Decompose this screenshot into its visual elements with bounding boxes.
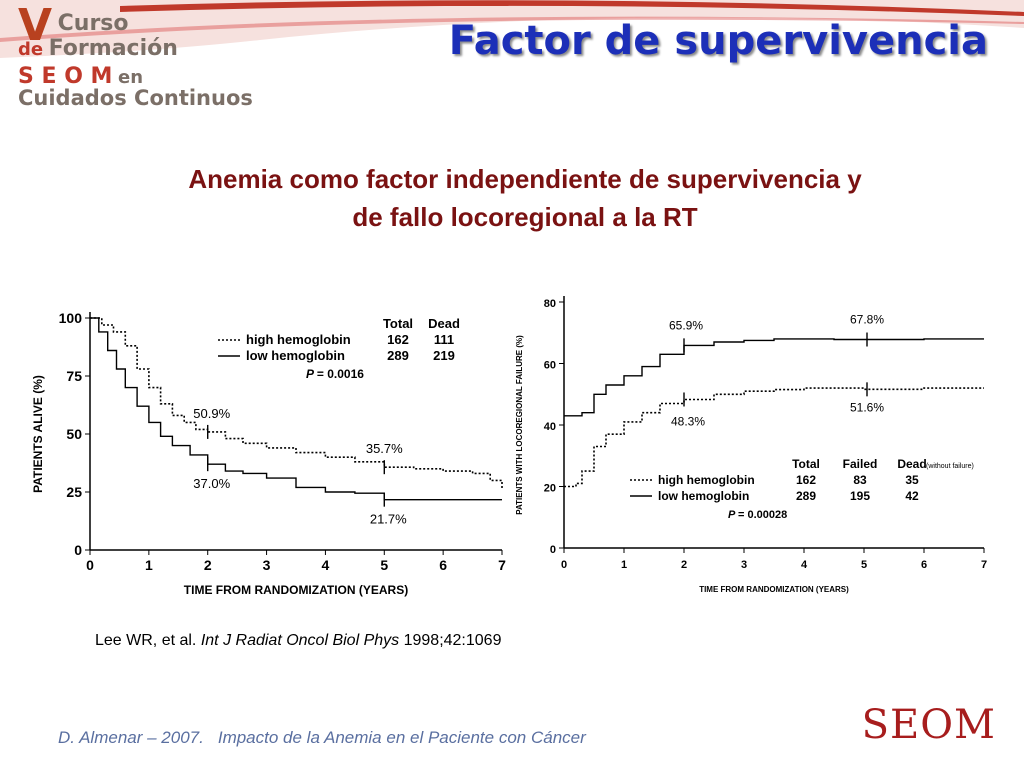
x-tick-label: 1 xyxy=(145,557,153,573)
x-tick-label: 5 xyxy=(861,559,867,571)
page-title: Factor de supervivencia xyxy=(448,18,988,64)
legend-header: Failed xyxy=(843,457,878,471)
x-tick-label: 2 xyxy=(681,559,687,571)
data-label: 67.8% xyxy=(850,313,884,327)
logo-word-en: en xyxy=(118,67,144,88)
subtitle-line-1: Anemia como factor independiente de supe… xyxy=(188,164,862,194)
footer-text: D. Almenar – 2007. Impacto de la Anemia e… xyxy=(58,728,586,748)
y-tick-label: 20 xyxy=(544,483,556,495)
header-banner xyxy=(0,0,1024,58)
legend-header: Total xyxy=(383,316,413,331)
logo-word-seom: S E O M xyxy=(18,64,113,89)
data-label: 37.0% xyxy=(193,476,230,491)
y-axis-label: PATIENTS WITH LOCOREGIONAL FAILURE (%) xyxy=(515,335,524,515)
data-label: 51.6% xyxy=(850,400,884,414)
citation-author: Lee WR, et al. xyxy=(95,632,197,649)
legend-header: Dead xyxy=(897,457,926,471)
banner-stripe-2 xyxy=(0,16,1024,42)
y-tick-label: 0 xyxy=(550,544,556,556)
y-tick-label: 80 xyxy=(544,298,556,310)
legend-header: Dead xyxy=(428,316,460,331)
banner-swoosh xyxy=(0,0,1024,58)
legend-value: 111 xyxy=(434,332,454,347)
legend-value: 289 xyxy=(387,348,409,363)
data-label: 50.9% xyxy=(193,406,230,421)
legend-label: high hemoglobin xyxy=(658,473,755,487)
legend-value: 162 xyxy=(796,473,816,487)
series-line-high-hemoglobin xyxy=(564,387,984,488)
p-value: P = 0.0016 xyxy=(306,367,364,381)
p-value: P = 0.00028 xyxy=(728,509,787,521)
legend-value: 219 xyxy=(433,348,455,363)
legend-value: 289 xyxy=(796,489,816,503)
logo-word-formacion: Formación xyxy=(48,36,178,61)
slide-subtitle: Anemia como factor independiente de supe… xyxy=(60,160,990,236)
x-axis-label: TIME FROM RANDOMIZATION (YEARS) xyxy=(699,585,849,594)
locoregional-failure-chart: 0 1 2 3 4 5 6 7 0 20 40 60 80 TIME FROM RANDOMIZATION… xyxy=(515,296,987,594)
x-tick-label: 3 xyxy=(263,557,271,573)
x-tick-label: 1 xyxy=(621,559,627,571)
seom-logo: SEOM xyxy=(861,702,996,748)
legend-value: 83 xyxy=(853,473,867,487)
legend-label: low hemoglobin xyxy=(246,348,345,363)
x-tick-label: 7 xyxy=(981,559,987,571)
logo-word-cuidados: Cuidados Continuos xyxy=(18,86,253,110)
x-tick-label: 6 xyxy=(921,559,927,571)
x-tick-label: 4 xyxy=(801,559,808,571)
y-tick-label: 75 xyxy=(66,368,82,384)
y-tick-label: 40 xyxy=(544,421,556,433)
x-tick-label: 7 xyxy=(498,557,506,573)
x-tick-label: 4 xyxy=(322,557,330,573)
logo-roman-numeral: V xyxy=(18,0,53,51)
p-value-number: = 0.0016 xyxy=(317,367,364,381)
footer-author: D. Almenar – 2007. xyxy=(58,728,204,747)
footer-topic: Impacto de la Anemia en el Paciente con … xyxy=(217,728,586,747)
series-line-low-hemoglobin xyxy=(90,317,502,501)
y-tick-label: 100 xyxy=(59,310,83,326)
p-value-symbol: P xyxy=(728,509,738,521)
x-tick-label: 5 xyxy=(380,557,388,573)
x-tick-label: 0 xyxy=(86,557,94,573)
legend-value: 42 xyxy=(905,489,919,503)
legend-value: 35 xyxy=(905,473,919,487)
logo-word-curso: Curso xyxy=(57,11,129,36)
legend-value: 162 xyxy=(387,332,409,347)
data-label: 35.7% xyxy=(366,441,403,456)
x-tick-label: 6 xyxy=(439,557,447,573)
data-label: 65.9% xyxy=(669,318,703,332)
p-value-symbol: P xyxy=(306,367,317,381)
x-tick-label: 3 xyxy=(741,559,747,571)
y-tick-label: 60 xyxy=(544,360,556,372)
legend-dead-note: (without failure) xyxy=(926,463,974,470)
legend-label: high hemoglobin xyxy=(246,332,351,347)
y-tick-label: 50 xyxy=(66,426,82,442)
logo-word-de: de xyxy=(18,39,44,60)
y-tick-label: 25 xyxy=(66,484,82,500)
series-line-low-hemoglobin xyxy=(564,338,984,417)
y-tick-label: 0 xyxy=(74,542,82,558)
y-axis-label: PATIENTS ALIVE (%) xyxy=(31,375,45,493)
citation-details: 1998;42:1069 xyxy=(403,632,502,649)
banner-stripe xyxy=(120,0,1024,16)
series-line-high-hemoglobin xyxy=(90,317,503,490)
p-value-number: = 0.00028 xyxy=(738,509,787,521)
x-tick-label: 2 xyxy=(204,557,212,573)
survival-chart: 0 1 2 3 4 5 6 7 0 25 50 75 100 TIME FROM RANDOMIZATIO… xyxy=(31,310,506,597)
x-axis-label: TIME FROM RANDOMIZATION (YEARS) xyxy=(184,583,408,597)
x-tick-label: 0 xyxy=(561,559,567,571)
legend-label: low hemoglobin xyxy=(658,489,749,503)
data-label: 21.7% xyxy=(370,512,407,527)
data-label: 48.3% xyxy=(671,414,705,428)
citation-journal: Int J Radiat Oncol Biol Phys xyxy=(200,632,400,649)
subtitle-line-2: de fallo locoregional a la RT xyxy=(352,202,698,232)
legend-header: Total xyxy=(792,457,820,471)
citation: Lee WR, et al. Int J Radiat Oncol Biol P… xyxy=(95,632,501,650)
legend-value: 195 xyxy=(850,489,870,503)
